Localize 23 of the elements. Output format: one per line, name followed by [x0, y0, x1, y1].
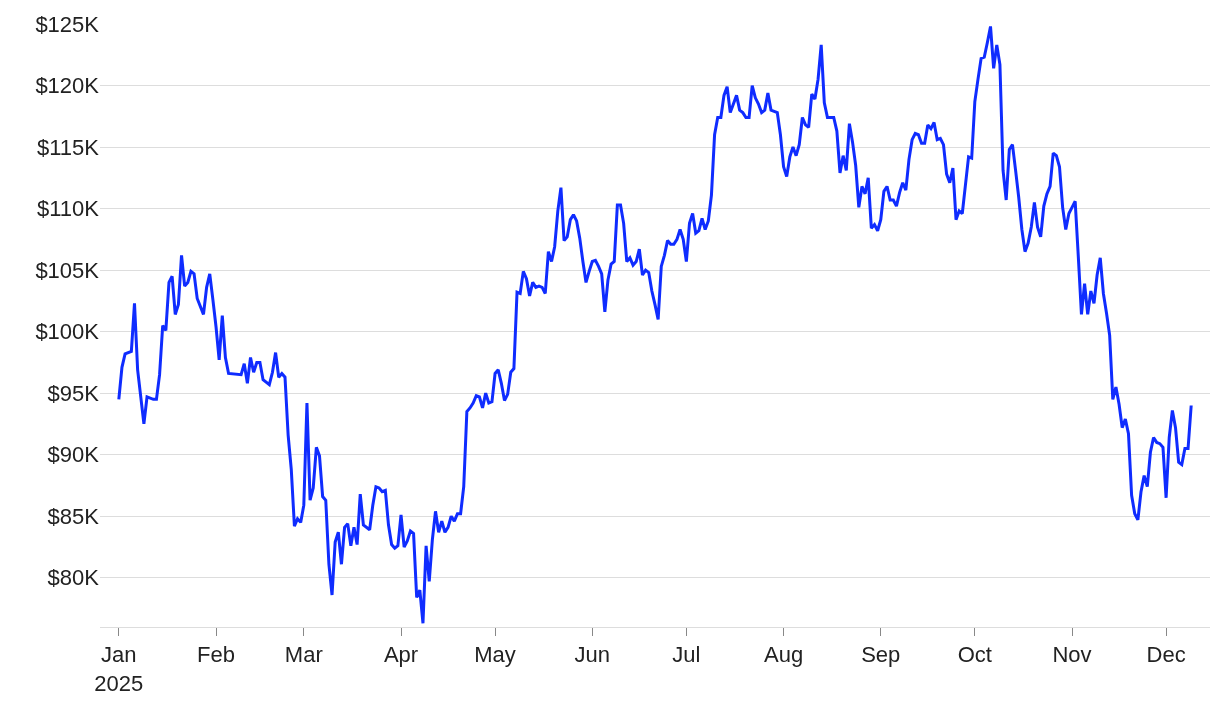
x-tick-label: Aug — [763, 642, 804, 668]
y-tick-label: $120K — [35, 73, 100, 99]
x-tick-label: Jan 2025 — [94, 642, 144, 696]
y-tick-label: $110K — [37, 196, 100, 222]
y-tick-label: $95K — [47, 380, 100, 406]
x-tick-label: Mar — [284, 642, 323, 668]
x-tick-label: Jul — [672, 642, 701, 668]
x-tick-label: Dec — [1146, 642, 1186, 668]
x-tick-label: May — [474, 642, 516, 668]
y-tick-label: $125K — [35, 11, 100, 37]
x-tick-label: Apr — [383, 642, 419, 668]
x-tick-label: Nov — [1052, 642, 1092, 668]
x-tick-label: Sep — [861, 642, 901, 668]
x-tick-label: Oct — [957, 642, 992, 668]
y-tick-label: $115K — [37, 134, 100, 160]
y-tick-label: $80K — [47, 565, 100, 591]
y-tick-label: $85K — [47, 503, 100, 529]
y-tick-label: $100K — [35, 319, 100, 345]
y-tick-label: $105K — [35, 257, 100, 283]
line-series — [117, 24, 1193, 625]
y-tick-label: $90K — [47, 442, 100, 468]
x-tick-label: Jun — [574, 642, 611, 668]
x-tick-label: Feb — [197, 642, 235, 668]
